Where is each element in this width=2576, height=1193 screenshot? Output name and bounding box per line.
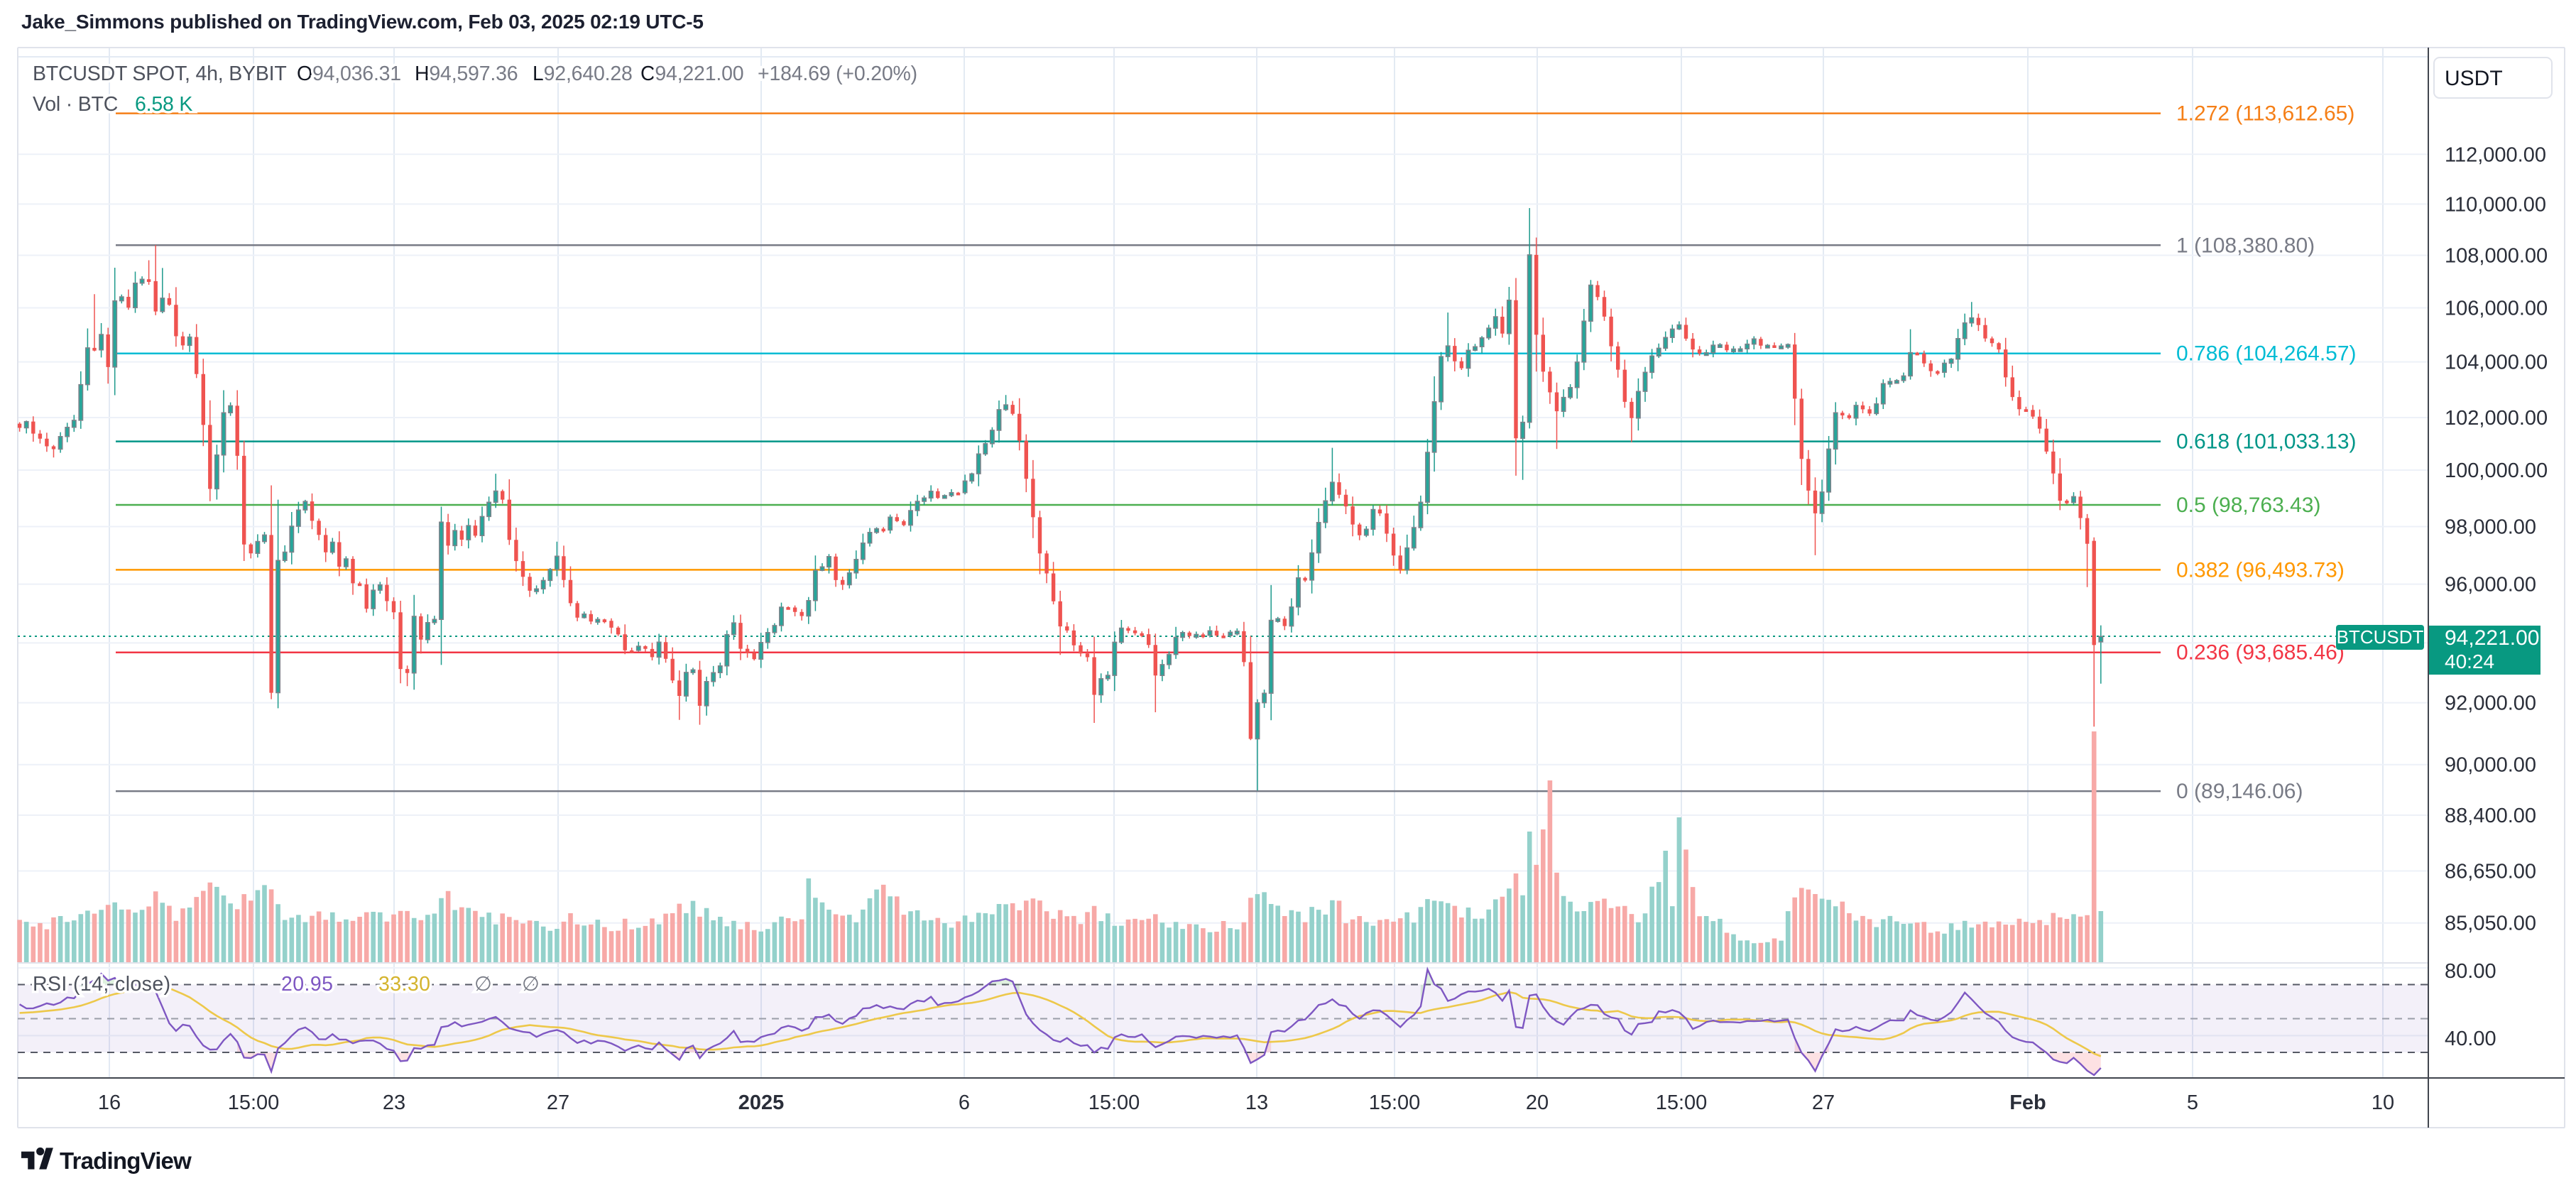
- svg-text:100,000.00: 100,000.00: [2445, 459, 2548, 482]
- svg-text:10: 10: [2372, 1091, 2394, 1114]
- svg-text:6: 6: [959, 1091, 970, 1114]
- svg-text:110,000.00: 110,000.00: [2445, 193, 2546, 216]
- svg-text:20: 20: [1526, 1091, 1549, 1114]
- svg-text:0.786 (104,264.57): 0.786 (104,264.57): [2176, 342, 2357, 366]
- svg-text:Feb: Feb: [2009, 1091, 2046, 1114]
- svg-text:40.00: 40.00: [2445, 1028, 2496, 1050]
- svg-text:94,221.00: 94,221.00: [2445, 626, 2539, 650]
- svg-text:27: 27: [1812, 1091, 1835, 1114]
- svg-text:86,650.00: 86,650.00: [2445, 861, 2536, 883]
- svg-text:96,000.00: 96,000.00: [2445, 574, 2536, 596]
- svg-text:104,000.00: 104,000.00: [2445, 352, 2548, 374]
- svg-text:102,000.00: 102,000.00: [2445, 407, 2548, 430]
- svg-text:TradingView: TradingView: [60, 1148, 192, 1174]
- svg-text:13: 13: [1245, 1091, 1268, 1114]
- svg-text:0 (89,146.06): 0 (89,146.06): [2176, 780, 2303, 803]
- svg-text:2025: 2025: [738, 1091, 785, 1114]
- svg-text:92,000.00: 92,000.00: [2445, 692, 2536, 715]
- svg-text:BTCUSDT: BTCUSDT: [2337, 626, 2424, 648]
- svg-text:15:00: 15:00: [1369, 1091, 1421, 1114]
- svg-text:5: 5: [2187, 1091, 2198, 1114]
- svg-text:1 (108,380.80): 1 (108,380.80): [2176, 234, 2315, 257]
- svg-text:106,000.00: 106,000.00: [2445, 298, 2548, 320]
- svg-text:Jake_Simmons published on Trad: Jake_Simmons published on TradingView.co…: [21, 11, 704, 33]
- svg-text:88,400.00: 88,400.00: [2445, 805, 2536, 827]
- svg-text:0.236 (93,685.46): 0.236 (93,685.46): [2176, 641, 2345, 665]
- svg-text:1.272 (113,612.65): 1.272 (113,612.65): [2176, 102, 2354, 126]
- svg-text:16: 16: [98, 1091, 121, 1114]
- svg-text:40:24: 40:24: [2445, 650, 2494, 672]
- svg-text:90,000.00: 90,000.00: [2445, 754, 2536, 777]
- svg-text:0.5 (98,763.43): 0.5 (98,763.43): [2176, 494, 2320, 517]
- svg-text:27: 27: [547, 1091, 569, 1114]
- svg-text:15:00: 15:00: [1656, 1091, 1708, 1114]
- svg-text:80.00: 80.00: [2445, 960, 2496, 983]
- svg-text:108,000.00: 108,000.00: [2445, 245, 2548, 268]
- svg-text:112,000.00: 112,000.00: [2445, 143, 2546, 166]
- svg-text:23: 23: [383, 1091, 405, 1114]
- svg-text:98,000.00: 98,000.00: [2445, 516, 2536, 539]
- svg-text:85,050.00: 85,050.00: [2445, 913, 2536, 935]
- svg-text:15:00: 15:00: [228, 1091, 280, 1114]
- svg-text:USDT: USDT: [2445, 67, 2503, 90]
- svg-text:0.382 (96,493.73): 0.382 (96,493.73): [2176, 558, 2345, 582]
- svg-text:0.618 (101,033.13): 0.618 (101,033.13): [2176, 430, 2357, 454]
- svg-text:15:00: 15:00: [1088, 1091, 1140, 1114]
